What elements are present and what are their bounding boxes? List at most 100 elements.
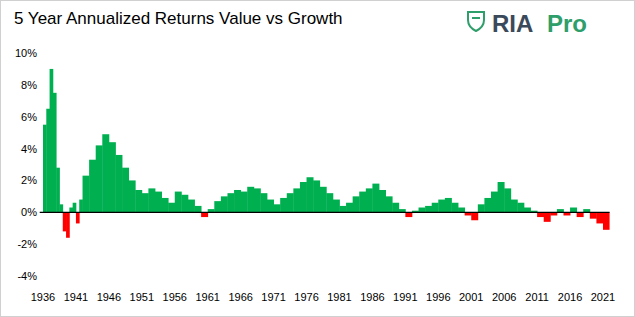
- x-tick-label: 1951: [130, 291, 154, 303]
- bar: [260, 193, 267, 212]
- logo-text: Pro: [547, 10, 587, 37]
- frame: [1, 1, 635, 317]
- bar: [392, 203, 399, 213]
- x-tick-label: 1981: [327, 291, 351, 303]
- bar: [603, 212, 610, 230]
- bar: [498, 182, 505, 212]
- bar: [234, 190, 241, 212]
- x-tick-label: 2001: [459, 291, 483, 303]
- bar: [379, 190, 386, 212]
- bar: [89, 160, 96, 213]
- bar: [471, 212, 478, 220]
- y-tick-label: -4%: [17, 270, 37, 282]
- bar: [287, 193, 294, 212]
- bar: [280, 198, 287, 212]
- bar: [66, 212, 70, 237]
- bar: [241, 192, 248, 213]
- x-tick-label: 2021: [591, 291, 615, 303]
- y-tick-label: 8%: [21, 79, 37, 91]
- bar: [451, 203, 458, 213]
- bar: [79, 200, 83, 213]
- logo: RIA Pro: [468, 10, 587, 37]
- bar: [56, 168, 60, 213]
- title: 5 Year Annualized Returns Value vs Growt…: [14, 9, 343, 28]
- bar: [590, 212, 597, 218]
- bar: [570, 208, 577, 213]
- bar: [353, 196, 360, 212]
- bar: [438, 200, 445, 213]
- logo-icon: [468, 12, 484, 31]
- bar: [50, 69, 54, 212]
- x-tick-label: 1986: [360, 291, 384, 303]
- bar: [432, 203, 439, 213]
- x-tick-label: 1961: [195, 291, 219, 303]
- bar: [405, 212, 412, 217]
- chart: 5 Year Annualized Returns Value vs Growt…: [0, 0, 635, 317]
- bar: [227, 193, 234, 212]
- bar: [333, 200, 340, 213]
- bar: [254, 188, 261, 212]
- bar: [320, 187, 327, 212]
- y-tick-label: 4%: [21, 143, 37, 155]
- x-tick-label: 1976: [294, 291, 318, 303]
- bar: [544, 212, 551, 222]
- bar: [63, 212, 67, 231]
- bar: [339, 206, 346, 212]
- bar: [267, 200, 274, 213]
- bar: [491, 192, 498, 213]
- bar: [596, 212, 603, 223]
- bar: [148, 188, 155, 212]
- bar: [76, 212, 80, 223]
- bar: [195, 206, 202, 212]
- x-tick-label: 1966: [228, 291, 252, 303]
- bar: [524, 208, 531, 213]
- y-tick-label: 0%: [21, 206, 37, 218]
- bar: [188, 200, 195, 213]
- bar: [419, 208, 426, 213]
- bar: [425, 206, 432, 212]
- bar: [247, 187, 254, 212]
- bar: [517, 203, 524, 213]
- x-tick-label: 1936: [31, 291, 55, 303]
- x-tick-label: 1996: [426, 291, 450, 303]
- x-tick-label: 2006: [492, 291, 516, 303]
- y-tick-label: 6%: [21, 111, 37, 123]
- bar: [102, 134, 109, 212]
- bar: [181, 195, 188, 213]
- bar: [168, 203, 175, 213]
- bar: [122, 168, 129, 213]
- x-axis-line: [40, 212, 610, 213]
- bar: [577, 212, 584, 217]
- x-tick-label: 1941: [64, 291, 88, 303]
- logo-icon-bar: [472, 17, 480, 19]
- bar: [73, 203, 77, 213]
- bar: [359, 192, 366, 213]
- bar: [445, 198, 452, 212]
- bar: [59, 204, 63, 212]
- bar: [162, 198, 169, 212]
- bar: [300, 182, 307, 212]
- y-tick-label: 10%: [15, 47, 37, 59]
- bar: [201, 212, 208, 217]
- bar: [313, 180, 320, 212]
- bar: [155, 192, 162, 213]
- bar: [293, 188, 300, 212]
- bar: [307, 177, 314, 212]
- bar: [53, 93, 57, 212]
- bar: [504, 188, 511, 212]
- bar: [511, 200, 518, 213]
- x-tick-label: 2016: [558, 291, 582, 303]
- bar: [83, 176, 90, 213]
- x-tick-label: 1946: [97, 291, 121, 303]
- bar: [175, 192, 182, 213]
- bar: [214, 201, 221, 212]
- bar: [386, 196, 393, 212]
- bar: [478, 204, 485, 212]
- logo-text: RIA: [492, 10, 533, 37]
- bar: [43, 125, 47, 213]
- bar: [372, 184, 379, 213]
- bar: [274, 204, 281, 212]
- bar: [484, 198, 491, 212]
- bar: [135, 190, 142, 212]
- x-tick-label: 1991: [393, 291, 417, 303]
